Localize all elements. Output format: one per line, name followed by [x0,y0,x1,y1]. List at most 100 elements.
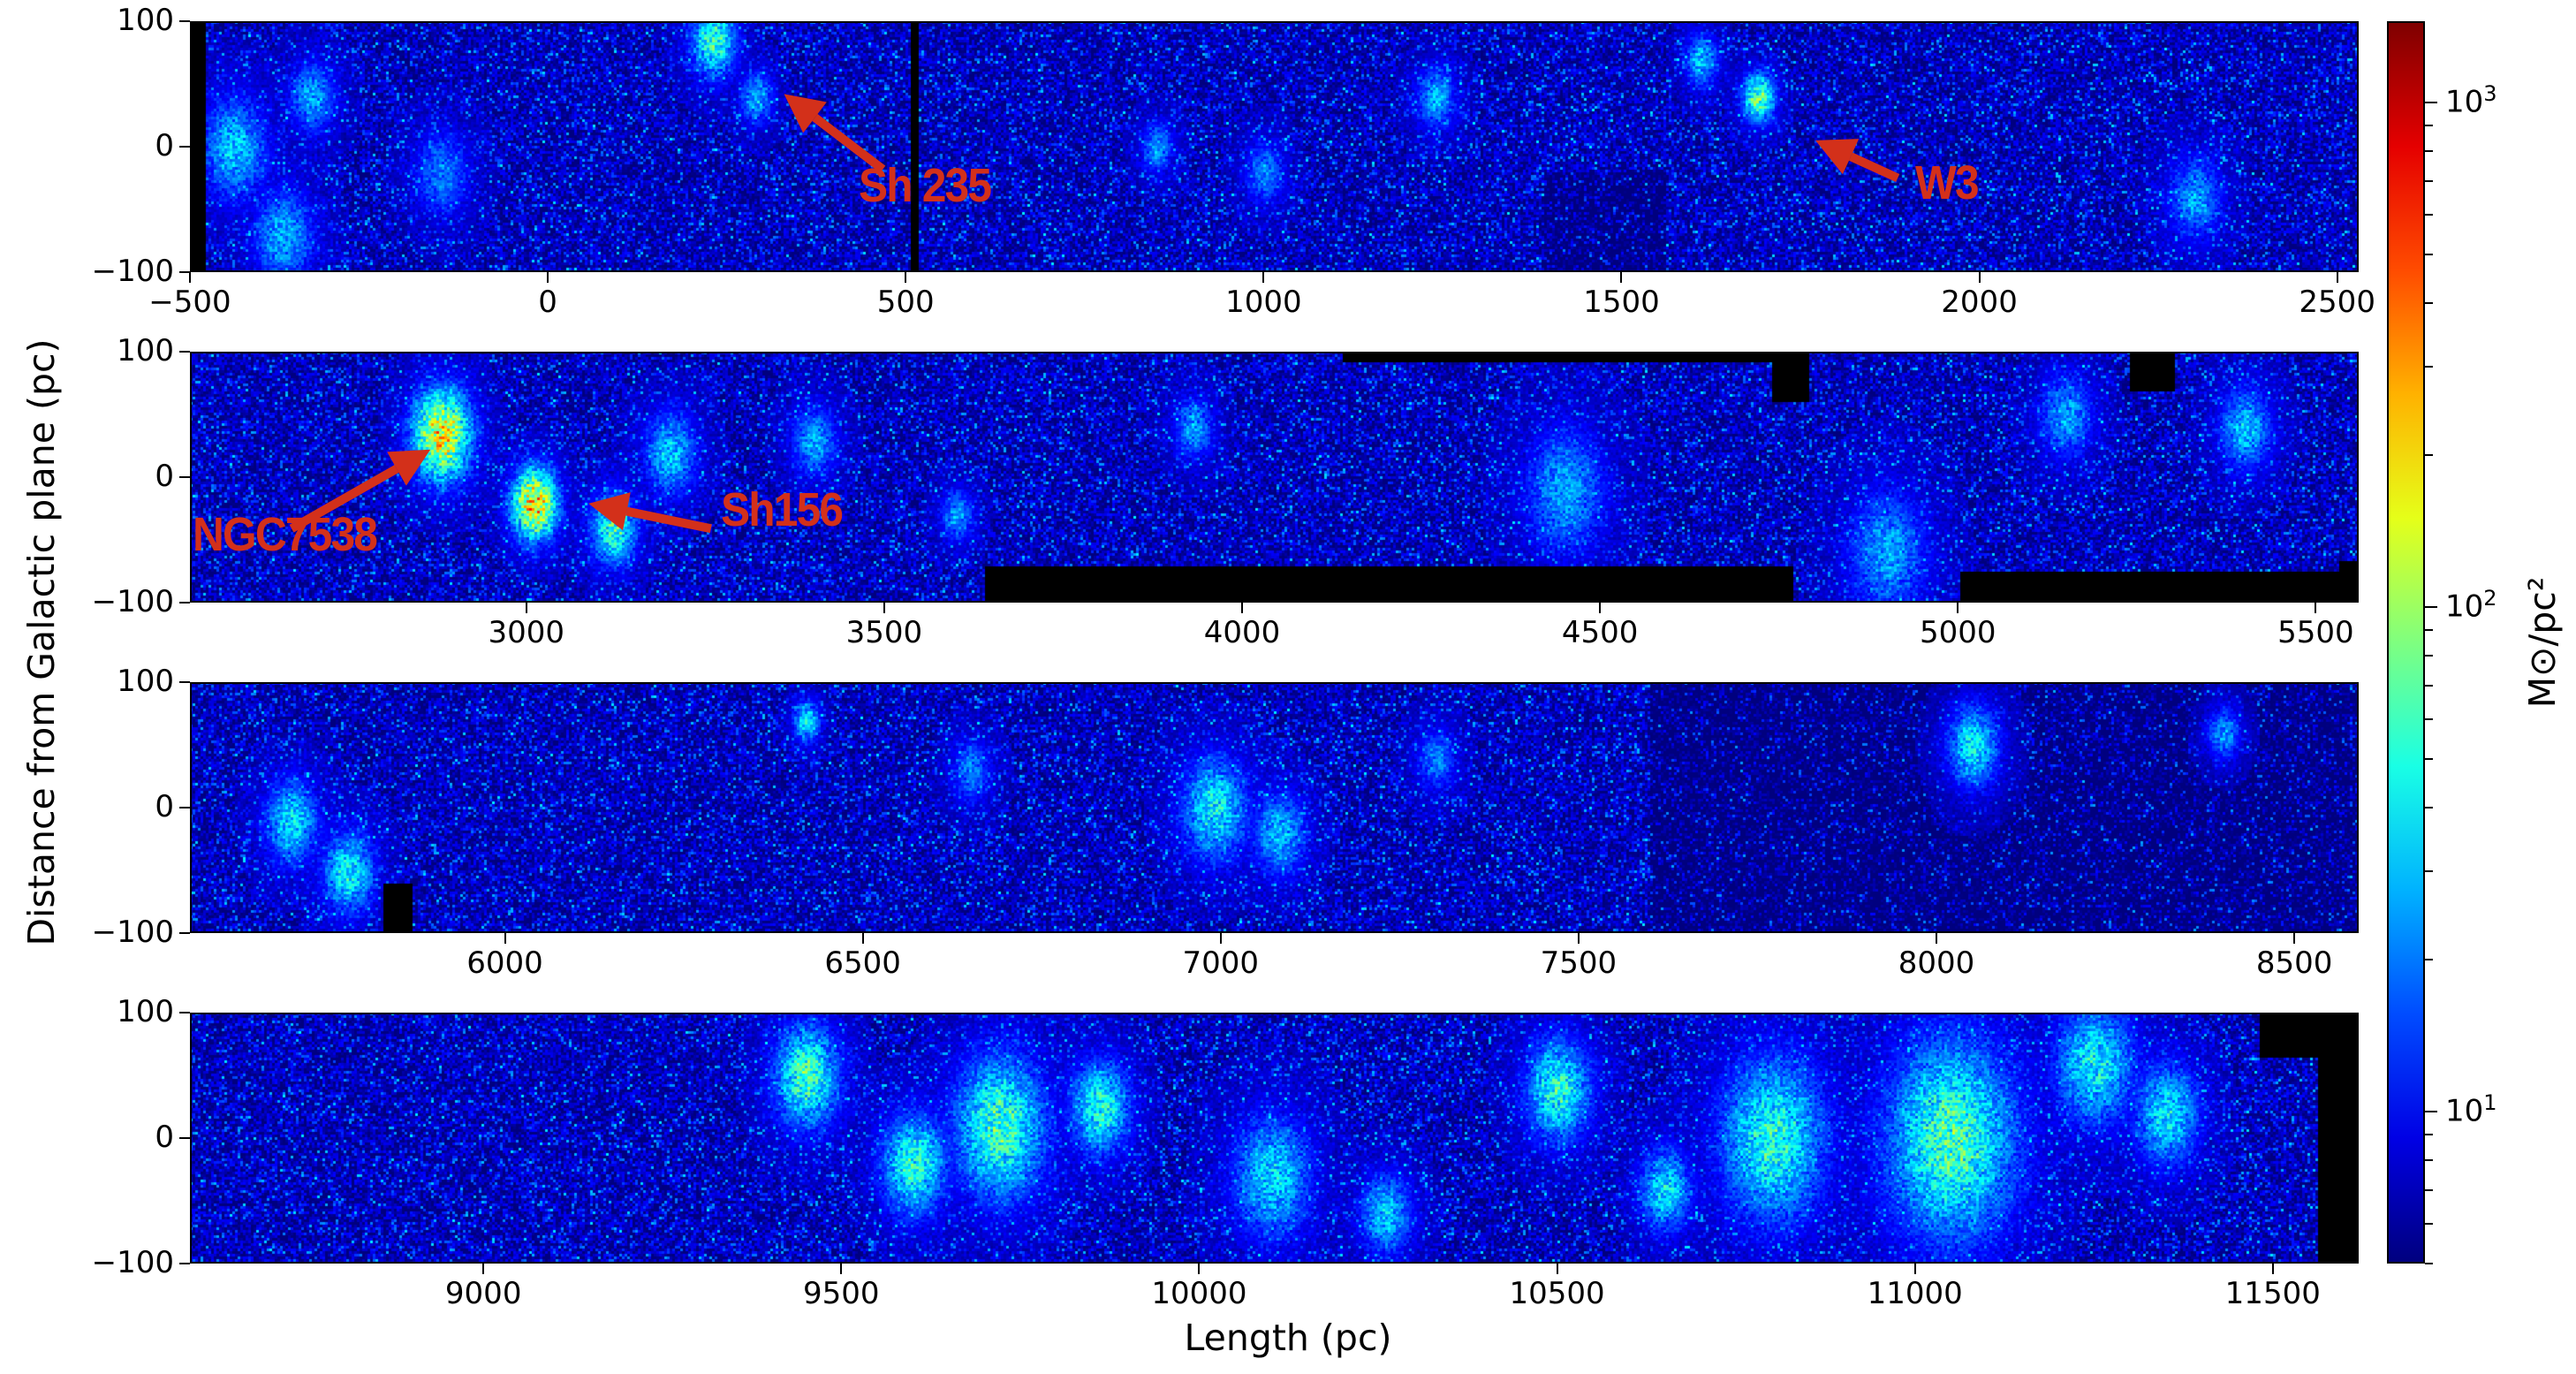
x-tick-mark [2336,272,2338,283]
x-tick-label: 6000 [466,945,543,981]
x-tick-mark [883,603,885,613]
colorbar-tick-label: 102 [2445,586,2497,624]
colorbar-minor-tick [2425,213,2433,216]
x-tick-mark [1978,272,1981,283]
colorbar-minor-tick [2425,454,2433,457]
x-tick-label: 5500 [2277,615,2354,650]
x-tick-mark [1620,272,1623,283]
annotation-label: W3 [1914,156,1980,209]
y-tick-label: 0 [155,459,174,494]
y-tick-label: 0 [155,789,174,824]
heatmap-panel-3: 6000 6500 7000 7500 8000 8500 100 0 −100 [92,664,2359,981]
colorbar-minor-tick [2425,254,2433,256]
x-tick-mark [1219,933,1222,944]
colorbar-minor-tick [2425,807,2433,809]
colorbar-tick-label: 103 [2445,81,2497,119]
colorbar-tick-label: 101 [2445,1090,2497,1128]
x-tick-mark [504,933,506,944]
tick-exponent: 2 [2483,586,2497,611]
x-tick-label: 9000 [444,1276,522,1311]
axes-frame [190,1013,2359,1264]
x-tick-label: 7500 [1540,945,1618,981]
annotation-arrow-head [387,449,431,486]
x-tick-mark [1262,272,1265,283]
colorbar-minor-tick [2425,1263,2433,1264]
y-tick-label: −100 [91,254,174,289]
annotation-arrow-head [588,492,631,531]
axes-frame [190,682,2359,933]
y-tick-label: 0 [155,1120,174,1155]
colorbar-minor-tick [2425,1188,2433,1191]
y-tick-mark [179,1012,190,1013]
y-tick-mark [179,271,190,273]
colorbar-major-tick [2425,1111,2437,1113]
axes-frame [190,21,2359,272]
surface-density-map [190,682,2359,933]
x-tick-label: 500 [876,285,935,320]
x-tick-label: 8500 [2255,945,2333,981]
annotation-arrow-head [784,94,827,133]
annotation-arrow-head [1815,139,1860,175]
annotation-arrows [289,449,712,534]
surface-density-map [190,1013,2359,1264]
colorbar-label: M⊙/pc² [2521,576,2564,709]
x-tick-mark [1577,933,1580,944]
y-tick-mark [179,807,190,808]
y-tick-mark [179,146,190,148]
x-tick-mark [861,933,864,944]
y-tick-label: 100 [117,3,174,38]
x-tick-label: 3000 [488,615,565,650]
annotation-label: Sh 235 [858,158,992,212]
heatmap-panel-1: −500 0 500 1000 1500 2000 2500 100 0 −100 Sh 235 W3 [92,3,2375,320]
annotation-arrow-shaft [289,465,399,533]
x-tick-label: 5000 [1920,615,1996,650]
x-tick-label: 7000 [1182,945,1259,981]
x-tick-label: 2000 [1941,285,2018,320]
x-tick-label: 9500 [803,1276,880,1311]
y-tick-label: −100 [91,1245,174,1280]
x-tick-label: −500 [148,285,231,320]
x-tick-mark [189,272,191,283]
colorbar-minor-tick [2425,758,2433,760]
colorbar-major-tick [2425,102,2437,104]
tick-exponent: 1 [2483,1090,2497,1116]
annotation-arrow-shaft [1848,152,1900,183]
colorbar-minor-tick [2425,717,2433,720]
y-tick-label: −100 [91,584,174,619]
x-tick-label: 1000 [1225,285,1302,320]
x-tick-label: 10000 [1151,1276,1247,1311]
annotation-arrow-shaft [812,114,886,173]
y-tick-mark [179,20,190,22]
colorbar-minor-tick [2425,1222,2433,1225]
x-tick-label: 4000 [1203,615,1281,650]
colorbar-minor-tick [2425,150,2433,153]
x-axis-label: Length (pc) [1184,1317,1392,1359]
annotation-arrows [784,94,1900,183]
annotation-label: NGC7538 [193,507,378,561]
x-tick-mark [1957,603,1959,613]
surface-density-map [190,352,2359,603]
x-tick-label: 10500 [1509,1276,1605,1311]
colorbar-minor-tick [2425,655,2433,657]
y-tick-mark [179,476,190,478]
x-tick-mark [547,272,549,283]
tick-base: 10 [2445,84,2484,120]
x-tick-label: 0 [538,285,557,320]
tick-base: 10 [2445,1093,2484,1129]
colorbar [2387,21,2425,1264]
x-tick-label: 11500 [2224,1276,2321,1311]
x-tick-label: 11000 [1867,1276,1963,1311]
x-tick-label: 6500 [824,945,901,981]
annotation-arrow-shaft [625,506,712,534]
y-tick-label: −100 [91,915,174,950]
colorbar-minor-tick [2425,302,2433,305]
heatmap-panel-2: 3000 3500 4000 4500 5000 5500 100 0 −100 NGC7538 S… [92,333,2359,650]
colorbar-minor-tick [2425,365,2433,368]
axes-frame [190,352,2359,603]
tick-exponent: 3 [2483,81,2497,107]
y-tick-mark [179,932,190,934]
colorbar-minor-tick [2425,684,2433,687]
tick-base: 10 [2445,588,2484,625]
x-tick-mark [482,1264,485,1274]
x-tick-mark [2293,933,2296,944]
